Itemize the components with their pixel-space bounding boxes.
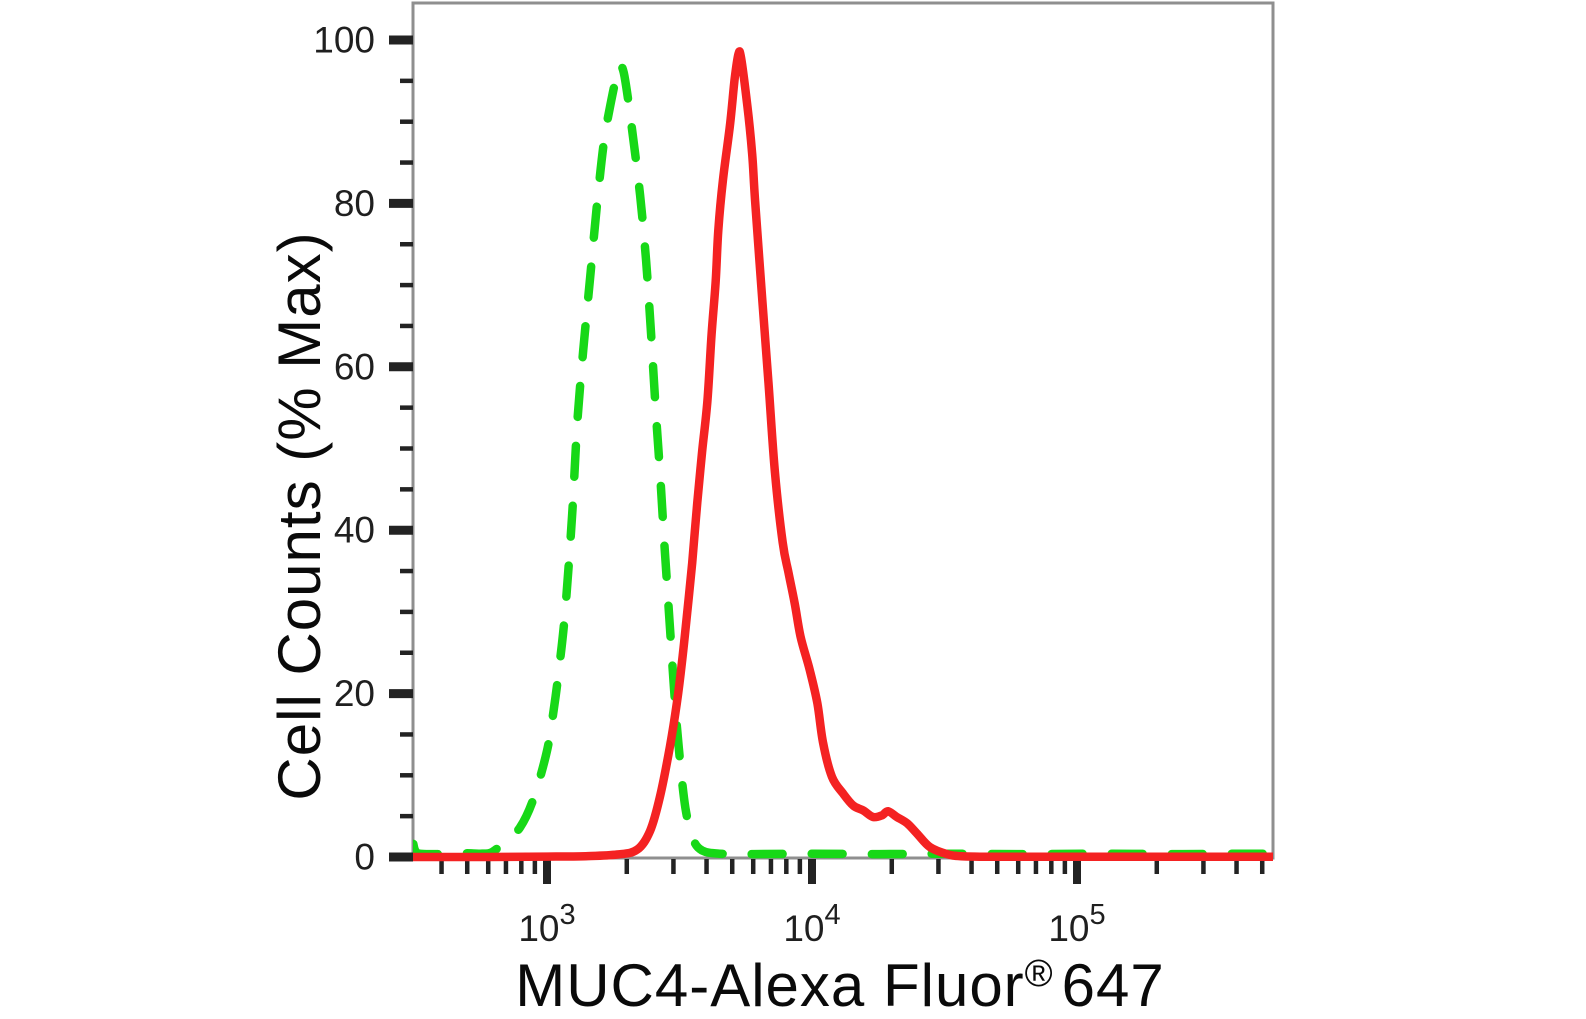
y-tick-label: 20 (334, 673, 375, 714)
y-tick-label: 100 (313, 20, 375, 61)
x-axis-title-main: MUC4-Alexa Fluor (515, 952, 1024, 1019)
x-tick-label-base: 10 (783, 908, 824, 949)
x-tick-label-exponent: 3 (560, 899, 576, 931)
red-solid-curve (413, 47, 1273, 862)
y-tick-label: 60 (334, 346, 375, 387)
x-tick-label-exponent: 5 (1090, 899, 1106, 931)
y-tick-label: 0 (354, 837, 375, 878)
y-tick-label: 40 (334, 510, 375, 551)
x-axis-major-ticks (543, 859, 1081, 884)
y-axis-tick-labels: 0 20 40 60 80 100 (313, 20, 375, 878)
x-axis-title: MUC4-Alexa Fluor® 647 (515, 952, 1165, 1019)
x-tick-label: 104 (783, 899, 840, 949)
y-tick-label: 80 (334, 183, 375, 224)
green-dashed-curve (413, 60, 1273, 859)
x-tick-label-base: 10 (518, 908, 559, 949)
x-tick-label: 105 (1048, 899, 1105, 949)
x-axis-tick-labels: 103 104 105 (518, 899, 1105, 949)
y-axis-major-ticks (389, 35, 413, 862)
registered-trademark-symbol: ® (1025, 953, 1054, 995)
x-tick-label: 103 (518, 899, 575, 949)
x-tick-label-base: 10 (1048, 908, 1089, 949)
curves-layer (413, 47, 1273, 862)
x-axis-minor-ticks (439, 859, 1265, 874)
x-tick-label-exponent: 4 (825, 899, 841, 931)
plot-frame (411, 1, 1275, 860)
y-axis-title: Cell Counts (% Max) (266, 231, 333, 800)
x-axis-title-suffix: 647 (1062, 952, 1165, 1019)
y-axis-minor-ticks (400, 78, 413, 819)
